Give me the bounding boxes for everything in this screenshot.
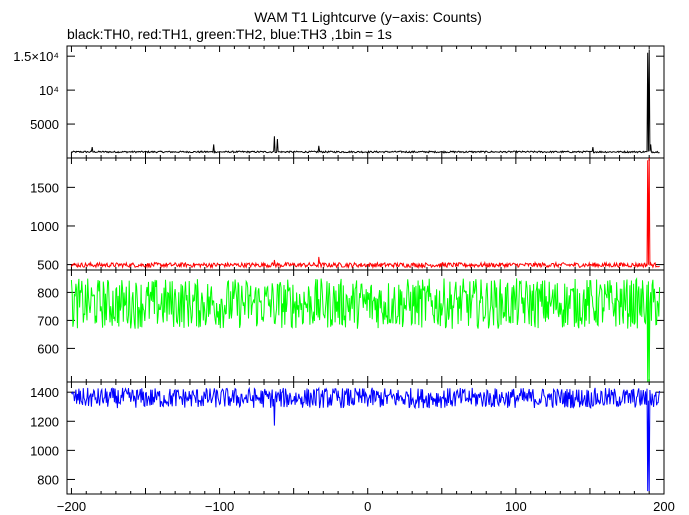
panel-1: 500 1000 1500 [30,157,665,273]
y-tick-label: 1200 [30,414,59,429]
chart-title: WAM T1 Lightcurve (y−axis: Counts) [254,9,482,25]
panels-group: 5000 10⁴ 1.5×10⁴ 500 1000 1500 600 700 800 800 100… [13,45,665,495]
x-tick-label: −200 [57,499,86,514]
panel-2: 600 700 800 [37,269,665,383]
series-line [70,157,660,270]
panel-3: 800 1000 1200 1400 [30,381,665,495]
x-tick-label: 0 [364,499,371,514]
panel-frame [66,157,665,271]
y-tick-label: 5000 [30,117,59,132]
panel-frame [66,381,665,495]
series-line [70,386,661,492]
y-tick-label: 800 [37,285,59,300]
y-tick-label: 500 [37,258,59,273]
panel-0: 5000 10⁴ 1.5×10⁴ [13,45,665,159]
x-tick-label: 100 [505,499,527,514]
y-tick-label: 800 [37,472,59,487]
y-tick-label: 1500 [30,180,59,195]
y-tick-label: 1000 [30,443,59,458]
chart-subtitle: black:TH0, red:TH1, green:TH2, blue:TH3 … [67,26,392,42]
panel-frame [66,45,665,159]
x-axis-group: −200 −100 0 100 200 [57,499,675,514]
y-tick-label: 10⁴ [39,83,59,98]
y-tick-label: 700 [37,313,59,328]
series-line [70,277,661,383]
x-tick-label: 200 [653,499,675,514]
y-tick-label: 1000 [30,219,59,234]
x-tick-label: −100 [205,499,234,514]
y-tick-label: 1.5×10⁴ [13,49,59,64]
y-tick-label: 1400 [30,385,59,400]
series-line [71,49,660,154]
y-tick-label: 600 [37,341,59,356]
